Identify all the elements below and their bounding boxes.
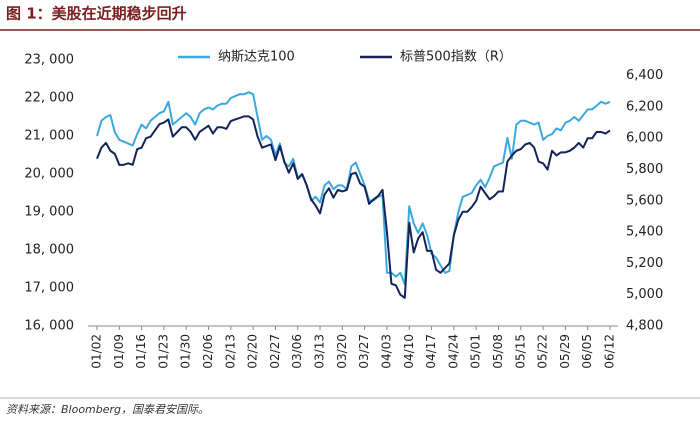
x-tick-label: 01/16 bbox=[134, 334, 148, 369]
x-tick-label: 06/12 bbox=[603, 334, 617, 369]
x-tick-label: 04/17 bbox=[424, 334, 438, 369]
x-tick-label: 03/27 bbox=[357, 334, 371, 369]
series-line bbox=[96, 115, 611, 299]
legend-label: 纳斯达克100 bbox=[218, 50, 295, 65]
x-tick-label: 05/15 bbox=[513, 334, 527, 369]
x-tick-label: 05/22 bbox=[536, 334, 550, 369]
x-tick-label: 01/09 bbox=[112, 334, 126, 369]
x-tick-label: 05/29 bbox=[558, 334, 572, 369]
y-tick-label: 19, 000 bbox=[24, 205, 74, 220]
x-tick-label: 01/23 bbox=[156, 334, 170, 369]
x-tick-label: 03/20 bbox=[335, 334, 349, 369]
legend-label: 标普500指数（R） bbox=[400, 50, 512, 65]
chart-title: 图 1：美股在近期稳步回升 bbox=[6, 5, 187, 23]
y2-tick-label: 5,400 bbox=[626, 225, 663, 240]
y2-tick-label: 5,200 bbox=[626, 256, 663, 271]
x-tick-label: 02/13 bbox=[223, 334, 237, 369]
x-tick-label: 01/30 bbox=[179, 334, 193, 369]
x-tick-label: 04/03 bbox=[379, 334, 393, 369]
series-line bbox=[96, 91, 611, 286]
y2-tick-label: 5,800 bbox=[626, 162, 663, 177]
y2-tick-label: 4,800 bbox=[626, 319, 663, 334]
y-tick-label: 16, 000 bbox=[24, 319, 74, 334]
y2-tick-label: 6,000 bbox=[626, 131, 663, 146]
y-tick-label: 23, 000 bbox=[24, 53, 74, 68]
y2-tick-label: 6,400 bbox=[626, 68, 663, 83]
y-tick-label: 22, 000 bbox=[24, 91, 74, 106]
y-tick-label: 20, 000 bbox=[24, 167, 74, 182]
x-tick-label: 03/13 bbox=[313, 334, 327, 369]
x-tick-label: 05/01 bbox=[469, 334, 483, 369]
x-tick-label: 04/10 bbox=[402, 334, 416, 369]
y2-tick-label: 6,200 bbox=[626, 99, 663, 114]
x-tick-label: 02/06 bbox=[201, 334, 215, 369]
source-note: 资料来源：Bloomberg，国泰君安国际。 bbox=[6, 403, 209, 416]
y-tick-label: 17, 000 bbox=[24, 281, 74, 296]
x-tick-label: 06/05 bbox=[580, 334, 594, 369]
y2-tick-label: 5,000 bbox=[626, 287, 663, 302]
x-tick-label: 05/08 bbox=[491, 334, 505, 369]
y-tick-label: 21, 000 bbox=[24, 129, 74, 144]
y2-tick-label: 5,600 bbox=[626, 193, 663, 208]
x-tick-label: 01/02 bbox=[90, 334, 104, 369]
x-tick-label: 04/24 bbox=[446, 334, 460, 369]
x-tick-label: 02/20 bbox=[246, 334, 260, 369]
x-tick-label: 02/27 bbox=[268, 334, 282, 369]
x-tick-label: 03/06 bbox=[290, 334, 304, 369]
y-tick-label: 18, 000 bbox=[24, 243, 74, 258]
